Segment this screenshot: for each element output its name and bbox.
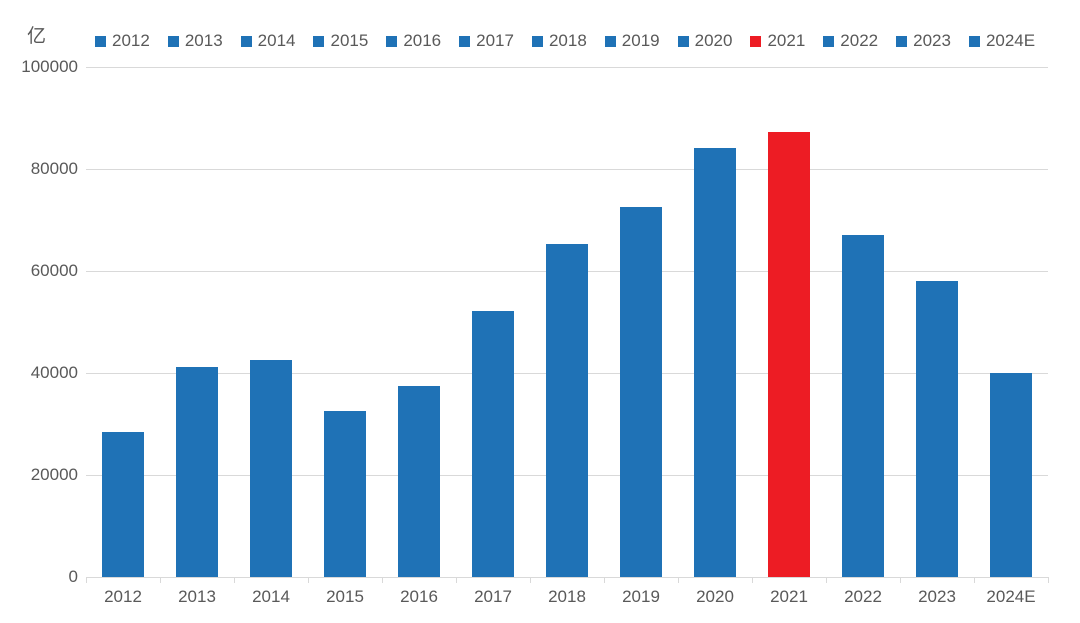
legend-swatch-icon (459, 36, 470, 47)
y-axis-unit-label: 亿 (27, 21, 46, 48)
y-tick-label: 80000 (31, 159, 78, 179)
chart-legend: 2012 2013 2014 2015 2016 2017 2018 2019 2020 2021… (95, 27, 1070, 55)
x-tick-mark (604, 577, 605, 583)
legend-item: 2013 (168, 31, 223, 51)
bar (990, 373, 1033, 577)
y-tick-label: 60000 (31, 261, 78, 281)
legend-item: 2015 (313, 31, 368, 51)
x-tick-mark (826, 577, 827, 583)
x-tick-label: 2013 (178, 587, 216, 607)
x-tick-label: 2023 (918, 587, 956, 607)
legend-item: 2012 (95, 31, 150, 51)
x-tick-label: 2019 (622, 587, 660, 607)
bar (694, 148, 737, 577)
x-tick-label: 2024E (986, 587, 1035, 607)
bar (546, 244, 589, 577)
legend-label: 2019 (622, 31, 660, 51)
x-tick-label: 2022 (844, 587, 882, 607)
bar (916, 281, 959, 577)
bar (620, 207, 663, 577)
legend-swatch-icon (896, 36, 907, 47)
bar (324, 411, 367, 577)
bar-chart: 亿 20122013201420152016201720182019202020… (0, 0, 1080, 623)
x-tick-mark (900, 577, 901, 583)
legend-item: 2016 (386, 31, 441, 51)
x-tick-mark (160, 577, 161, 583)
legend-item: 2017 (459, 31, 514, 51)
x-tick-mark (456, 577, 457, 583)
legend-item: 2014 (241, 31, 296, 51)
legend-label: 2018 (549, 31, 587, 51)
legend-swatch-icon (386, 36, 397, 47)
y-tick-label: 20000 (31, 465, 78, 485)
legend-item: 2024E (969, 31, 1035, 51)
x-tick-label: 2016 (400, 587, 438, 607)
legend-label: 2012 (112, 31, 150, 51)
legend-swatch-icon (750, 36, 761, 47)
x-tick-mark (308, 577, 309, 583)
x-tick-mark (86, 577, 87, 583)
x-tick-label: 2021 (770, 587, 808, 607)
legend-label: 2021 (767, 31, 805, 51)
legend-item: 2021 (750, 31, 805, 51)
x-tick-mark (1048, 577, 1049, 583)
y-tick-label: 100000 (21, 57, 78, 77)
legend-swatch-icon (532, 36, 543, 47)
bar (842, 235, 885, 577)
x-tick-label: 2014 (252, 587, 290, 607)
grid-line (86, 169, 1048, 170)
y-tick-label: 0 (69, 567, 78, 587)
x-tick-label: 2015 (326, 587, 364, 607)
bar (102, 432, 145, 577)
bar (176, 367, 219, 577)
legend-label: 2020 (695, 31, 733, 51)
legend-label: 2023 (913, 31, 951, 51)
y-tick-label: 40000 (31, 363, 78, 383)
legend-label: 2016 (403, 31, 441, 51)
bar (250, 360, 293, 577)
legend-item: 2022 (823, 31, 878, 51)
legend-swatch-icon (168, 36, 179, 47)
x-tick-label: 2018 (548, 587, 586, 607)
x-tick-mark (974, 577, 975, 583)
bar (398, 386, 441, 577)
legend-item: 2023 (896, 31, 951, 51)
legend-label: 2022 (840, 31, 878, 51)
x-axis-line (86, 577, 1048, 578)
legend-swatch-icon (95, 36, 106, 47)
legend-swatch-icon (241, 36, 252, 47)
legend-label: 2014 (258, 31, 296, 51)
x-tick-mark (234, 577, 235, 583)
x-tick-label: 2020 (696, 587, 734, 607)
legend-label: 2017 (476, 31, 514, 51)
x-tick-mark (678, 577, 679, 583)
legend-swatch-icon (823, 36, 834, 47)
legend-item: 2018 (532, 31, 587, 51)
legend-item: 2019 (605, 31, 660, 51)
x-tick-mark (382, 577, 383, 583)
bar (768, 132, 811, 577)
grid-line (86, 67, 1048, 68)
bar (472, 311, 515, 577)
legend-label: 2013 (185, 31, 223, 51)
legend-item: 2020 (678, 31, 733, 51)
legend-label: 2015 (330, 31, 368, 51)
plot-area: 0200004000060000800001000002012201320142… (86, 67, 1048, 577)
x-tick-label: 2012 (104, 587, 142, 607)
legend-swatch-icon (678, 36, 689, 47)
legend-swatch-icon (313, 36, 324, 47)
x-tick-label: 2017 (474, 587, 512, 607)
x-tick-mark (752, 577, 753, 583)
legend-swatch-icon (969, 36, 980, 47)
legend-label: 2024E (986, 31, 1035, 51)
x-tick-mark (530, 577, 531, 583)
legend-swatch-icon (605, 36, 616, 47)
